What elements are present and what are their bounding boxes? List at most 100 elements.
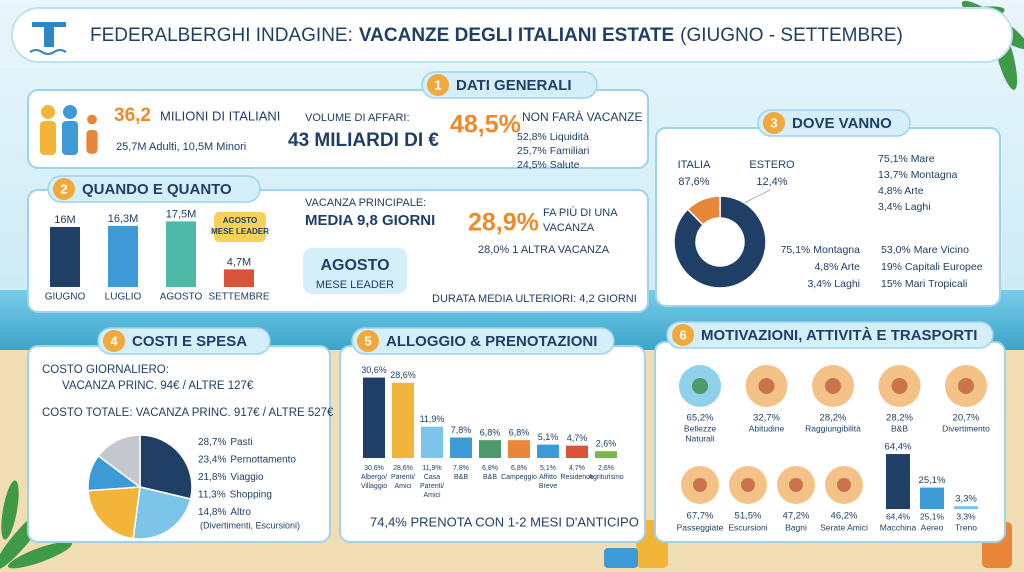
label: 28,9%: [468, 209, 539, 237]
heading-pill: [47, 175, 261, 203]
label: Bellezze: [684, 423, 716, 433]
label: 4,8% Arte: [878, 185, 924, 197]
panel: [27, 89, 649, 169]
bar: [450, 437, 472, 458]
value-label: 5,1%: [538, 432, 559, 442]
heading-number-badge: [427, 74, 449, 96]
category-label: LUGLIO: [105, 292, 142, 303]
bar: [166, 221, 196, 287]
legend-entry: 23,4% Pernottamento: [198, 454, 296, 465]
bar: [363, 377, 385, 458]
bar: [392, 382, 414, 458]
donut-slice: [686, 195, 721, 226]
title-part: VACANZE DEGLI ITALIANI ESTATE: [359, 25, 674, 46]
label: Passeggiate: [677, 522, 724, 532]
person-icon: [86, 130, 98, 154]
label: 87,6%: [678, 176, 709, 188]
label: Divertimento: [942, 423, 990, 433]
donut-slice: [97, 434, 141, 489]
activity-icon-detail: [789, 478, 803, 492]
label: 28,2%: [820, 413, 847, 424]
heading-number-badge: [672, 324, 694, 346]
title-bar: [11, 7, 1013, 63]
label: Abitudine: [749, 423, 785, 433]
heading-number: 4: [110, 333, 118, 348]
donut-slice: [87, 486, 141, 540]
person-icon: [41, 105, 55, 119]
category-label: Aereo: [921, 522, 944, 532]
category-label: Affitto: [539, 474, 557, 481]
donut-slice: [132, 486, 192, 540]
category-label: B&B: [483, 474, 497, 481]
title-part: FEDERALBERGHI INDAGINE:: [90, 25, 353, 46]
category-label: AGOSTO: [160, 292, 203, 303]
reason-icon-detail: [891, 378, 908, 394]
bar: [566, 445, 588, 458]
value-label: 7,8%: [451, 425, 472, 435]
value-label: 11,9%: [420, 414, 445, 424]
category-value-label: 4,7%: [569, 465, 585, 472]
label: B&B: [891, 423, 908, 433]
section-heading: DOVE VANNO: [792, 115, 892, 132]
heading-number: 5: [364, 333, 371, 348]
label: 51,5%: [735, 511, 762, 522]
person-icon: [87, 114, 97, 125]
section-heading: COSTI E SPESA: [132, 333, 247, 350]
label: 4,8% Arte: [814, 261, 860, 273]
label: 20,7%: [953, 413, 980, 424]
legend-name: Shopping: [230, 489, 272, 500]
section-heading: DATI GENERALI: [456, 77, 572, 94]
label: 28,2%: [886, 413, 913, 424]
value-label: 4,7%: [567, 433, 588, 443]
label: 12,4%: [756, 176, 787, 188]
bar: [479, 440, 501, 458]
label: 43 MILIARDI DI €: [288, 130, 439, 151]
label: 19% Capitali Europee: [881, 261, 983, 273]
label: 74,4% PRENOTA CON 1-2 MESI D'ANTICIPO: [370, 514, 639, 529]
label: COSTO TOTALE: VACANZA PRINC. 917€ / ALTR…: [42, 407, 334, 419]
category-label: Breve: [539, 483, 557, 490]
value-label: 2,6%: [596, 439, 617, 449]
heading-pill: [666, 321, 994, 349]
label: 3,4% Laghi: [878, 201, 931, 213]
label: 15% Mari Tropicali: [881, 278, 967, 290]
heading-number-badge: [763, 112, 785, 134]
value-label: 16,3M: [108, 213, 139, 225]
heading-number-badge: [357, 330, 379, 352]
badge-text: AGOSTO: [223, 216, 258, 225]
legend-value: 28,7%: [198, 437, 226, 448]
value-label: 6,8%: [480, 428, 501, 438]
label: 46,2%: [831, 511, 858, 522]
bar: [50, 227, 80, 287]
category-label: Campeggio: [501, 474, 537, 481]
category-label: Amici: [423, 492, 441, 499]
category-label: Agriturismo: [588, 474, 624, 481]
activity-icon-detail: [837, 478, 851, 492]
legend-value: 21,8%: [198, 472, 226, 483]
bar: [886, 454, 910, 509]
title: FEDERALBERGHI INDAGINE: VACANZE DEGLI ITA…: [90, 25, 903, 46]
label: 3,4% Laghi: [807, 278, 860, 290]
person-icon: [62, 121, 78, 155]
category-label: Amici: [394, 483, 412, 490]
value-label: 6,8%: [509, 428, 530, 438]
bar: [537, 444, 559, 458]
category-value-label: 6,8%: [482, 465, 498, 472]
category-label: Casa: [424, 474, 440, 481]
logo: [32, 22, 66, 47]
category-label: Villaggio: [361, 483, 387, 490]
label: ESTERO: [749, 159, 795, 171]
section-heading: MOTIVAZIONI, ATTIVITÀ E TRASPORTI: [701, 327, 977, 344]
label: 75,1% Mare: [878, 153, 935, 165]
label: FA PIÙ DI UNA: [543, 206, 618, 219]
label: 52,8% Liquidità: [517, 131, 589, 143]
legend-value: 11,3%: [198, 489, 226, 500]
value-label: 17,5M: [166, 208, 197, 220]
value-label: 30,6%: [361, 365, 387, 375]
category-value-label: 2,6%: [598, 465, 614, 472]
category-value-label: 25,1%: [920, 511, 945, 521]
label: VACANZA PRINC. 94€ / ALTRE 127€: [62, 380, 254, 392]
label: 36,2: [114, 105, 151, 126]
bar: [108, 225, 138, 287]
